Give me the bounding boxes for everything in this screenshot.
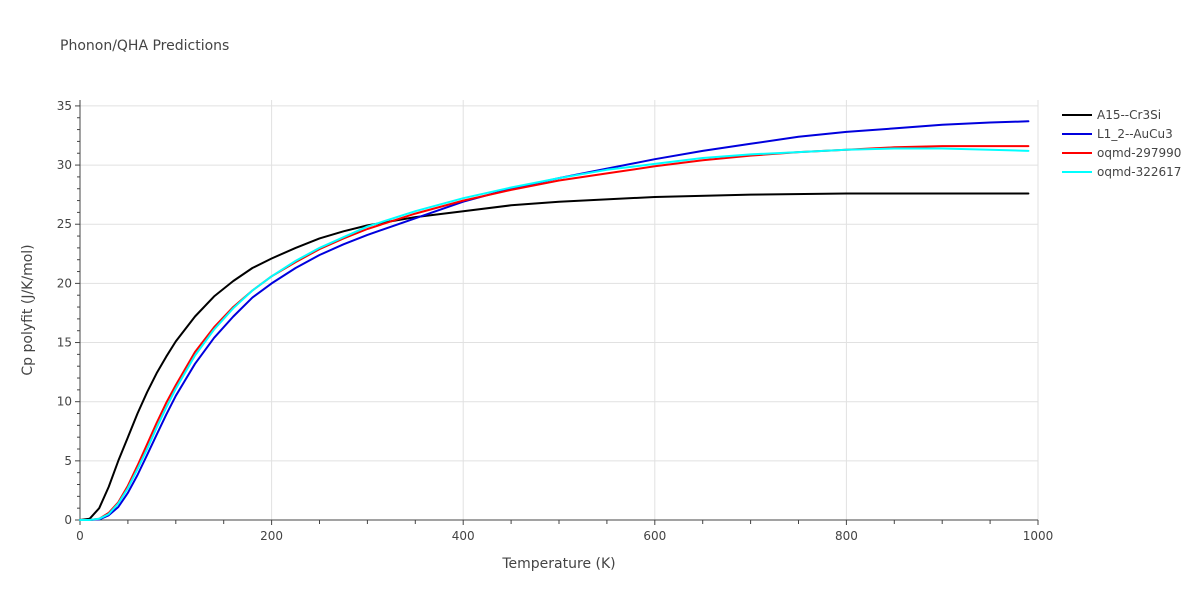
legend-item[interactable]: oqmd-297990 — [1062, 146, 1181, 160]
legend-item[interactable]: L1_2--AuCu3 — [1062, 127, 1173, 141]
x-tick-label: 1000 — [1023, 529, 1054, 543]
series-line-l1-2-aucu3 — [79, 120, 1030, 521]
legend-item[interactable]: oqmd-322617 — [1062, 165, 1181, 179]
grid — [80, 100, 1039, 520]
axes: 0 200 400 600 800 1000 0 5 10 15 20 25 30 35 — [57, 99, 1054, 543]
legend-label: L1_2--AuCu3 — [1097, 127, 1173, 141]
legend-label: A15--Cr3Si — [1097, 108, 1161, 122]
y-tick-label: 35 — [57, 99, 72, 113]
x-tick-label: 0 — [76, 529, 84, 543]
x-tick-label: 800 — [835, 529, 858, 543]
x-tick-label: 600 — [643, 529, 666, 543]
y-tick-label: 15 — [57, 336, 72, 350]
y-tick-label: 10 — [57, 395, 72, 409]
chart-title: Phonon/QHA Predictions — [60, 38, 229, 54]
y-axis-label: Cp polyfit (J/K/mol) — [20, 244, 36, 375]
legend[interactable]: A15--Cr3Si L1_2--AuCu3 oqmd-297990 oqmd-322… — [1062, 108, 1181, 179]
x-tick-label: 200 — [260, 529, 283, 543]
y-tick-label: 30 — [57, 158, 72, 172]
series-group — [79, 120, 1030, 521]
legend-label: oqmd-297990 — [1097, 146, 1181, 160]
x-axis-label: Temperature (K) — [501, 556, 615, 572]
series-line-a15-cr3si — [79, 192, 1030, 521]
legend-label: oqmd-322617 — [1097, 165, 1181, 179]
y-tick-label: 0 — [64, 513, 72, 527]
x-tick-label: 400 — [452, 529, 475, 543]
y-tick-label: 25 — [57, 217, 72, 231]
legend-item[interactable]: A15--Cr3Si — [1062, 108, 1161, 122]
y-tick-label: 5 — [64, 454, 72, 468]
series-line-oqmd-322617 — [79, 147, 1030, 521]
y-tick-label: 20 — [57, 276, 72, 290]
